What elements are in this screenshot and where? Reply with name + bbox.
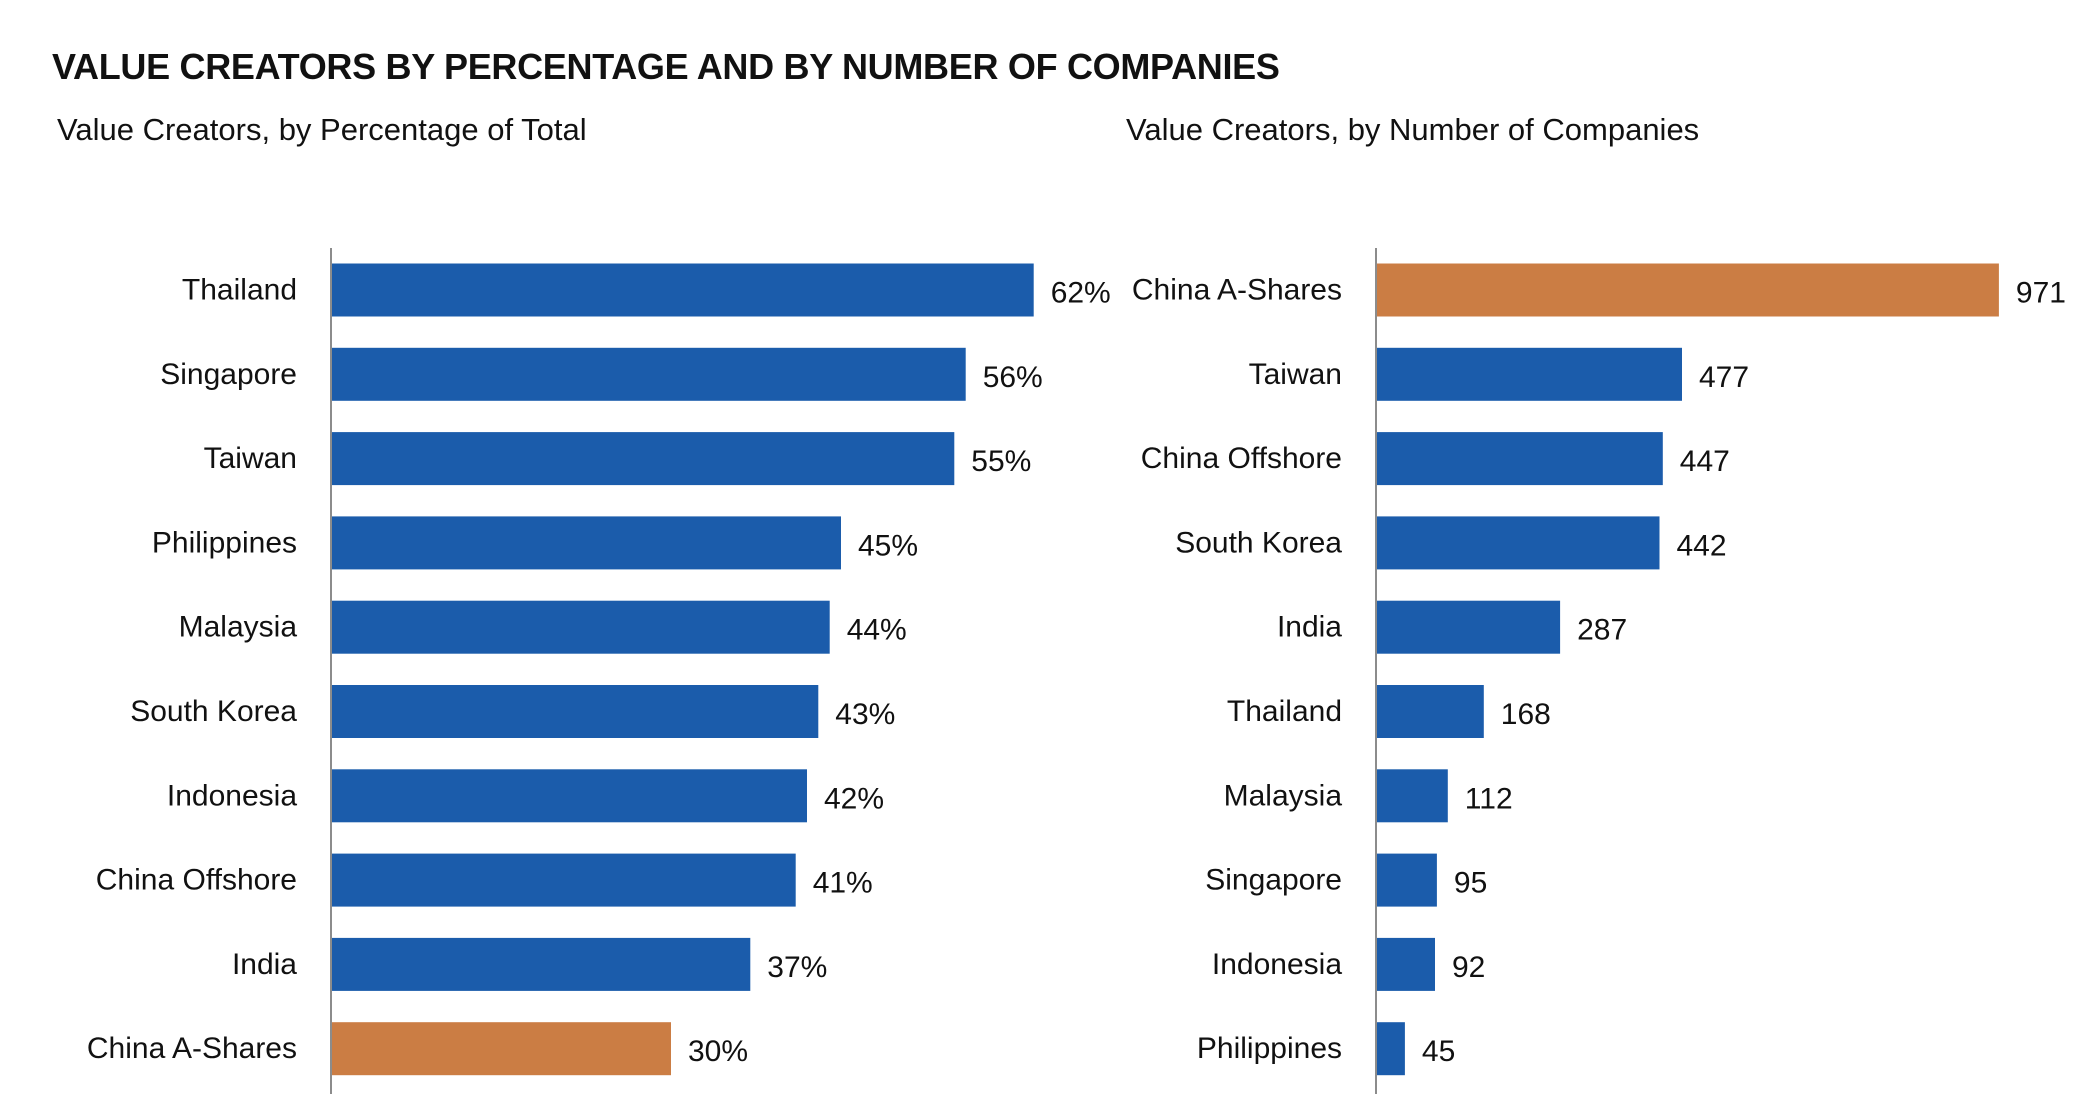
count-category-label: Thailand <box>1227 695 1342 728</box>
count-category-label: South Korea <box>1175 526 1342 559</box>
pct-value-label: 55% <box>971 445 1031 478</box>
count-bar <box>1376 937 1435 991</box>
pct-value-label: 41% <box>813 867 873 900</box>
pct-value-label: 45% <box>858 529 918 562</box>
count-value-label: 95 <box>1454 867 1487 900</box>
pct-category-label: India <box>232 948 297 981</box>
count-value-label: 45 <box>1422 1035 1455 1068</box>
count-value-label: 442 <box>1677 529 1727 562</box>
pct-category-label: Philippines <box>152 526 297 559</box>
count-category-label: Indonesia <box>1212 948 1342 981</box>
count-bar <box>1376 853 1437 907</box>
pct-value-label: 56% <box>983 361 1043 394</box>
count-value-label: 112 <box>1465 782 1513 815</box>
pct-category-label: Malaysia <box>179 611 298 644</box>
count-value-label: 168 <box>1501 698 1551 731</box>
count-bar <box>1376 685 1484 738</box>
pct-bar <box>331 600 830 654</box>
pct-value-label: 43% <box>835 698 895 731</box>
pct-bar <box>331 853 796 907</box>
pct-category-label: South Korea <box>130 695 297 728</box>
pct-bar <box>331 769 807 823</box>
pct-value-label: 44% <box>847 614 907 647</box>
pct-value-label: 42% <box>824 782 884 815</box>
pct-bar <box>331 347 966 401</box>
count-value-label: 971 <box>2016 277 2066 310</box>
pct-category-label: Taiwan <box>204 442 297 475</box>
pct-bar <box>331 263 1034 317</box>
pct-bar <box>331 685 819 738</box>
right-chart-title: Value Creators, by Number of Companies <box>1126 112 1700 147</box>
count-bar <box>1376 263 1999 317</box>
pct-value-label: 62% <box>1051 277 1111 310</box>
count-category-label: China A-Shares <box>1132 274 1342 307</box>
count-bar <box>1376 1022 1405 1076</box>
pct-category-label: China Offshore <box>96 864 297 897</box>
pct-value-label: 30% <box>688 1035 748 1068</box>
pct-category-label: Singapore <box>160 358 297 391</box>
count-bar <box>1376 769 1448 823</box>
count-category-label: China Offshore <box>1141 442 1342 475</box>
count-category-label: Taiwan <box>1249 358 1342 391</box>
pct-value-label: 37% <box>767 951 827 984</box>
pct-category-label: Indonesia <box>167 779 297 812</box>
pct-bar <box>331 432 955 486</box>
count-category-label: India <box>1277 611 1342 644</box>
count-category-label: Philippines <box>1197 1032 1342 1065</box>
count-bar <box>1376 516 1660 570</box>
count-category-label: Malaysia <box>1224 779 1343 812</box>
pct-bar <box>331 1022 671 1076</box>
count-bar <box>1376 600 1561 654</box>
pct-category-label: China A-Shares <box>87 1032 297 1065</box>
pct-category-label: Thailand <box>182 274 297 307</box>
pct-bar <box>331 516 841 570</box>
count-category-label: Singapore <box>1205 864 1342 897</box>
count-value-label: 287 <box>1577 614 1627 647</box>
page-title: VALUE CREATORS BY PERCENTAGE AND BY NUMB… <box>52 46 1280 87</box>
pct-bar <box>331 937 751 991</box>
count-value-label: 447 <box>1680 445 1730 478</box>
count-bar <box>1376 347 1682 401</box>
count-bar <box>1376 432 1663 486</box>
count-value-label: 92 <box>1452 951 1485 984</box>
left-chart-title: Value Creators, by Percentage of Total <box>57 112 587 147</box>
count-value-label: 477 <box>1699 361 1749 394</box>
